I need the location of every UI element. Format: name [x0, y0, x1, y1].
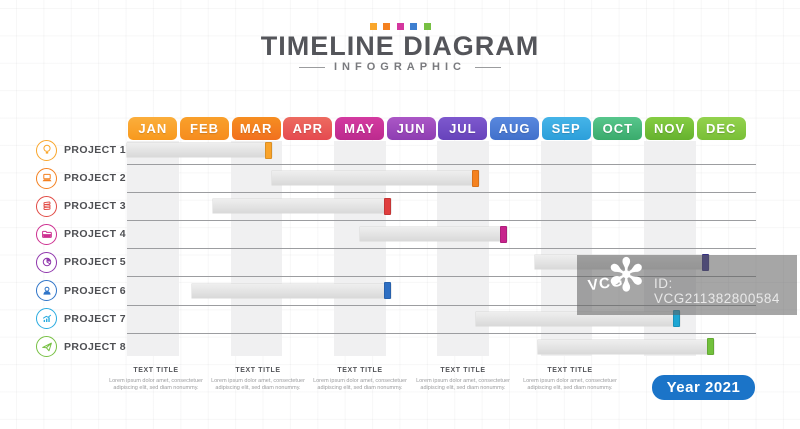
row-divider — [127, 164, 756, 166]
month-tab: MAY — [334, 117, 385, 140]
footer-text-block: TEXT TITLE Lorem ipsum dolor amet, consec… — [101, 367, 211, 391]
gantt-bar — [127, 143, 272, 157]
bulb-icon — [36, 139, 57, 161]
pie-chart-icon — [36, 251, 57, 273]
footer-text-block: TEXT TITLE Lorem ipsum dolor amet, consec… — [305, 367, 415, 391]
row-divider — [127, 304, 756, 306]
month-tab: JAN — [128, 117, 178, 140]
gantt-bar — [476, 311, 681, 326]
gantt-bar — [191, 283, 391, 298]
footer-block-title: TEXT TITLE — [440, 367, 486, 374]
vcg-image-id: ID: VCG211382800584 — [654, 276, 780, 306]
footer-block-title: TEXT TITLE — [133, 367, 179, 374]
gantt-bar-end-cap — [500, 225, 508, 243]
gantt-bar-end-cap — [383, 197, 391, 215]
footer-text-block: TEXT TITLE Lorem ipsum dolor amet, consec… — [408, 367, 518, 391]
month-tab: OCT — [593, 117, 643, 140]
project-label: PROJECT 7 — [64, 312, 126, 325]
documents-icon — [36, 195, 57, 217]
row-divider — [127, 192, 756, 194]
gantt-bar — [271, 171, 479, 186]
month-tab: DEC — [696, 117, 746, 140]
year-badge: Year 2021 — [652, 375, 755, 400]
gantt-bar-end-cap — [673, 310, 681, 328]
project-label: PROJECT 1 — [64, 144, 126, 156]
accent-dot — [396, 23, 404, 30]
month-tab: NOV — [645, 117, 695, 140]
subtitle-dash-left — [299, 66, 325, 68]
page-subtitle: INFOGRAPHIC — [0, 61, 800, 73]
project-label: PROJECT 6 — [64, 284, 126, 297]
growth-chart-icon — [36, 308, 57, 330]
gantt-bar — [538, 339, 714, 354]
month-tab: AUG — [489, 117, 540, 140]
subtitle-dash-right — [475, 66, 501, 68]
month-tab: SEP — [541, 117, 591, 140]
footer-block-body: Lorem ipsum dolor amet, consectetuer adi… — [211, 378, 305, 391]
row-divider — [127, 276, 756, 278]
subtitle-text: INFOGRAPHIC — [334, 61, 466, 73]
gantt-bar — [212, 199, 391, 214]
accent-dot — [383, 23, 390, 30]
footer-block-body: Lorem ipsum dolor amet, consectetuer adi… — [523, 378, 617, 391]
footer-block-body: Lorem ipsum dolor amet, consectetuer adi… — [313, 378, 407, 391]
gantt-bar-end-cap — [471, 169, 479, 187]
accent-dot — [369, 23, 377, 30]
footer-text-block: TEXT TITLE Lorem ipsum dolor amet, consec… — [203, 367, 313, 391]
project-label: PROJECT 3 — [64, 200, 126, 213]
month-tab: JUN — [386, 117, 436, 140]
row-divider — [127, 220, 756, 222]
person-icon — [36, 280, 57, 301]
gantt-bar-end-cap — [264, 141, 272, 159]
footer-block-title: TEXT TITLE — [337, 367, 383, 374]
footer-block-body: Lorem ipsum dolor amet, consectetuer adi… — [109, 378, 203, 391]
accent-dot — [410, 23, 417, 30]
accent-dot — [423, 23, 431, 30]
folder-icon — [36, 223, 57, 245]
month-tab: JUL — [438, 117, 488, 140]
month-tab: APR — [283, 117, 333, 140]
gantt-bar-end-cap — [706, 338, 714, 356]
footer-text-block: TEXT TITLE Lorem ipsum dolor amet, consec… — [515, 367, 625, 391]
gantt-bar-end-cap — [383, 282, 391, 299]
vcg-watermark: ✻ VCG ID: VCG211382800584 — [577, 249, 797, 315]
paper-plane-icon — [36, 336, 57, 358]
footer-block-body: Lorem ipsum dolor amet, consectetuer adi… — [416, 378, 510, 391]
gantt-bar — [359, 227, 508, 242]
project-label: PROJECT 2 — [64, 172, 126, 185]
project-label: PROJECT 5 — [64, 256, 126, 269]
accent-dots — [0, 23, 800, 30]
month-tab: FEB — [179, 117, 230, 140]
month-tab: MAR — [231, 117, 281, 140]
page-title: TIMELINE DIAGRAM — [260, 31, 540, 61]
row-divider — [127, 248, 756, 250]
laptop-icon — [36, 167, 57, 189]
footer-block-title: TEXT TITLE — [235, 367, 281, 374]
row-divider — [127, 332, 756, 334]
vcg-flower-icon: ✻ — [607, 249, 646, 301]
project-label: PROJECT 8 — [64, 340, 126, 353]
project-label: PROJECT 4 — [64, 228, 126, 241]
footer-block-title: TEXT TITLE — [547, 367, 593, 374]
